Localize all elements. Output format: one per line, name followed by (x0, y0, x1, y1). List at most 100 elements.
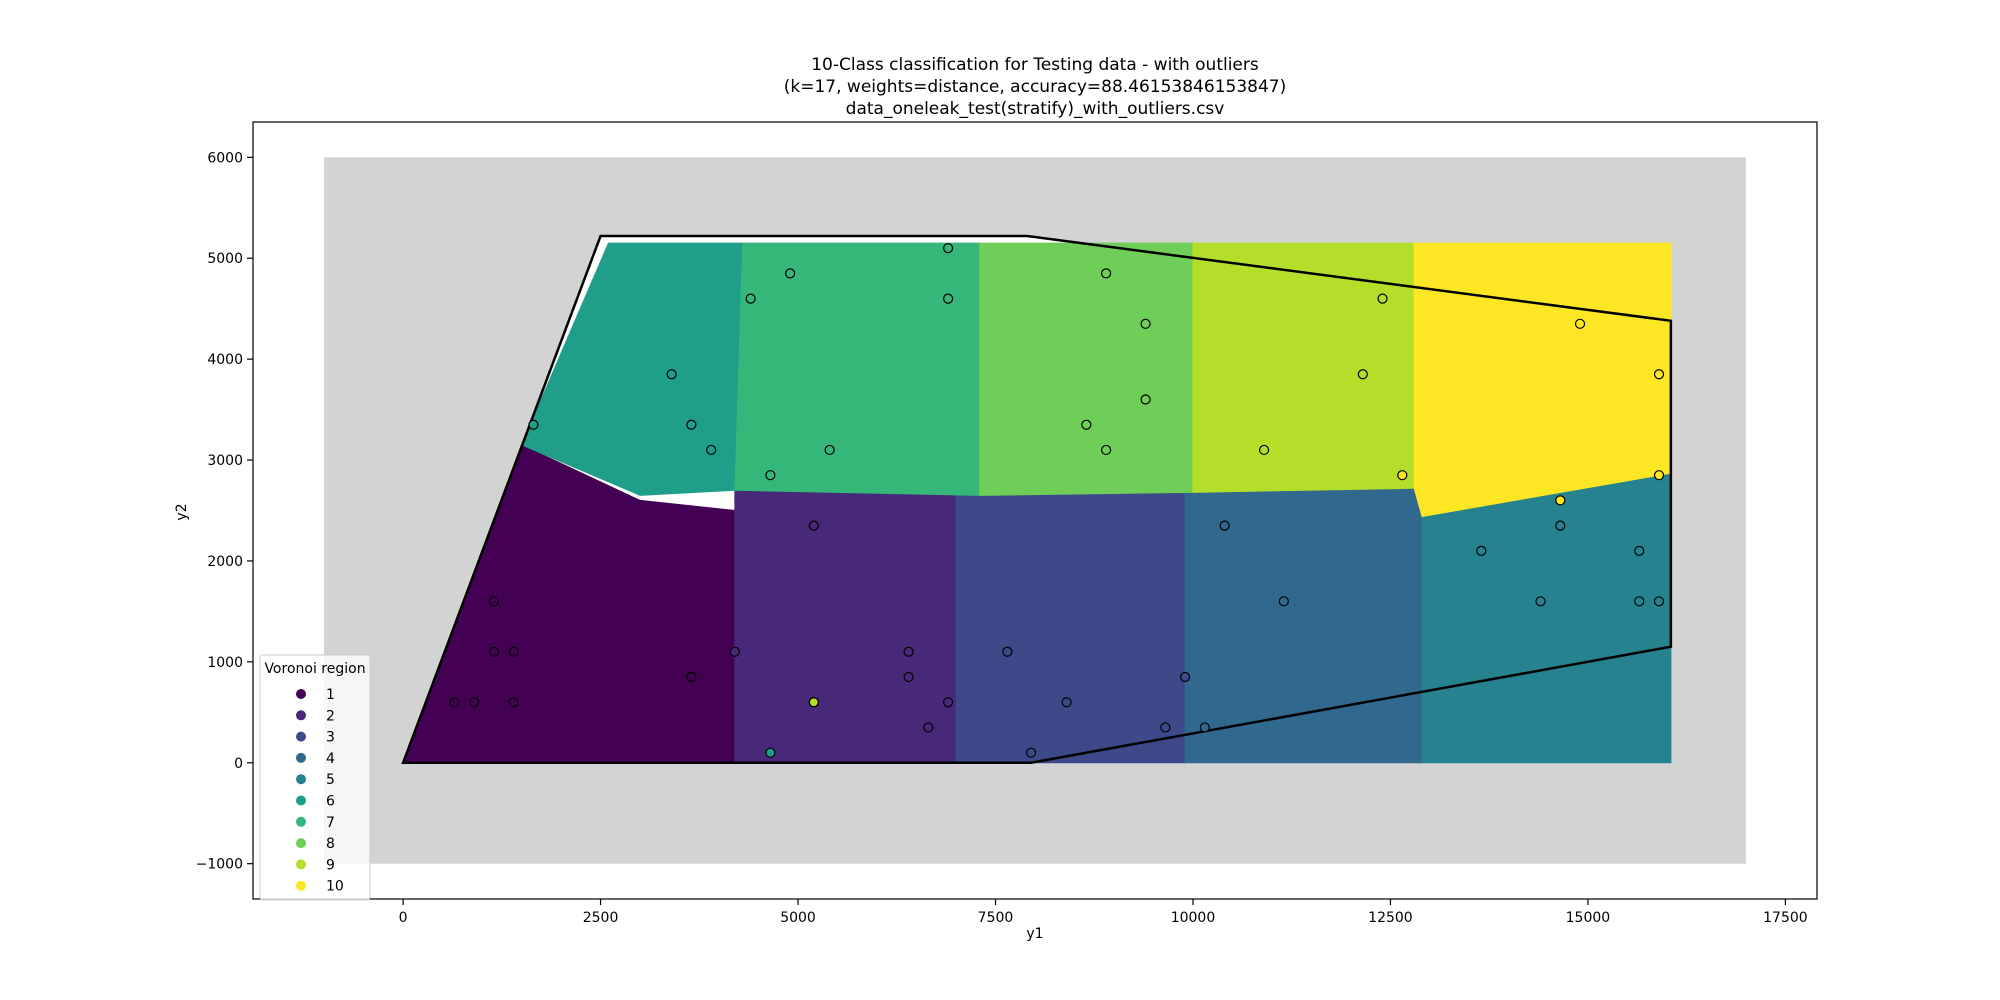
data-point-class-8-3 (1140, 318, 1151, 329)
legend-marker-9 (296, 859, 306, 870)
data-point-class-10-3 (1653, 470, 1665, 481)
data-point-class-6-3 (706, 444, 717, 456)
data-point-class-2-6 (923, 722, 934, 733)
legend-label-6: 6 (326, 794, 335, 810)
data-point-class-8-0 (1081, 419, 1092, 430)
legend-label-8: 8 (326, 836, 335, 852)
data-point-class-4-2 (1219, 520, 1230, 531)
legend-label-3: 3 (326, 730, 335, 746)
legend-marker-6 (296, 795, 306, 806)
legend-marker-3 (296, 731, 306, 742)
data-point-class-3-0 (1002, 646, 1013, 657)
data-point-class-9-3 (808, 697, 819, 708)
data-point-class-7-5 (943, 243, 954, 254)
data-point-class-4-1 (1278, 596, 1289, 607)
legend-marker-8 (296, 838, 306, 849)
x-tick-label-17500: 17500 (1763, 910, 1808, 926)
data-point-class-10-4 (1555, 495, 1566, 506)
x-tick-label-7500: 7500 (978, 910, 1014, 926)
chart-subtitle: (k=17, weights=distance, accuracy=88.461… (784, 77, 1286, 97)
y-tick-label-0: 0 (234, 756, 243, 772)
voronoi-region-9 (1192, 242, 1415, 493)
legend-marker-10 (296, 880, 306, 891)
data-point-class-6-2 (686, 419, 697, 430)
data-point-class-7-0 (745, 293, 756, 304)
voronoi-region-2 (734, 489, 957, 764)
data-point-class-5-0 (1476, 545, 1487, 556)
x-axis-label: y1 (1026, 926, 1043, 942)
data-point-class-8-1 (1100, 444, 1112, 456)
data-point-class-6-0 (528, 419, 539, 430)
y-tick-label-5000: 5000 (207, 251, 243, 267)
data-point-class-3-4 (1025, 747, 1037, 758)
data-point-class-1-6 (686, 671, 697, 683)
y-tick-label--1000: −1000 (196, 857, 243, 873)
legend-marker-2 (296, 710, 306, 721)
x-tick-label-2500: 2500 (583, 910, 619, 926)
data-point-class-5-2 (1555, 520, 1566, 531)
data-point-class-10-0 (1397, 470, 1408, 481)
data-point-class-9-0 (1258, 444, 1270, 456)
data-point-class-6-1 (666, 369, 677, 380)
voronoi-region-8 (979, 242, 1194, 496)
boundary-outline (401, 234, 1673, 765)
data-point-class-1-0 (449, 697, 460, 708)
data-point-class-7-3 (824, 444, 835, 456)
y-tick-label-3000: 3000 (207, 453, 243, 469)
data-point-class-10-1 (1574, 318, 1586, 329)
data-point-class-6-4 (765, 747, 776, 758)
x-tick-label-15000: 15000 (1566, 910, 1611, 926)
data-point-class-2-0 (729, 646, 740, 657)
legend-marker-4 (296, 752, 306, 763)
y-tick-label-2000: 2000 (207, 554, 243, 570)
x-tick-label-10000: 10000 (1171, 910, 1216, 926)
data-point-class-2-3 (903, 646, 914, 657)
data-point-class-1-5 (488, 596, 500, 607)
legend-label-5: 5 (326, 772, 335, 788)
data-point-class-7-2 (765, 470, 776, 481)
y-tick-label-6000: 6000 (207, 150, 243, 166)
data-point-class-1-2 (508, 697, 519, 708)
legend-marker-1 (296, 689, 306, 699)
data-point-class-1-3 (488, 646, 500, 657)
y-axis-label: y2 (174, 503, 190, 520)
data-point-class-2-4 (903, 671, 914, 683)
voronoi-region-4 (1184, 487, 1423, 764)
legend-label-7: 7 (326, 815, 335, 831)
data-point-class-9-1 (1357, 369, 1368, 380)
data-point-class-5-3 (1634, 596, 1645, 607)
legend-label-2: 2 (326, 708, 335, 724)
data-point-class-3-3 (1160, 722, 1171, 733)
y-tick-label-1000: 1000 (207, 655, 243, 671)
data-point-class-1-4 (508, 646, 519, 657)
data-point-class-9-2 (1377, 293, 1388, 304)
data-point-class-2-5 (943, 697, 954, 708)
x-tick-label-0: 0 (399, 910, 408, 926)
voronoi-region-10 (1413, 242, 1672, 518)
legend-title: Voronoi region (264, 661, 365, 677)
data-point-class-2-2 (808, 520, 819, 531)
x-tick-label-5000: 5000 (780, 910, 816, 926)
legend-label-1: 1 (326, 687, 335, 703)
legend: Voronoi region 1 2 3 4 5 6 7 8 9 10 (259, 654, 371, 901)
voronoi-region-5 (1421, 472, 1672, 764)
data-point-class-3-2 (1179, 671, 1191, 683)
data-point-class-10-2 (1653, 369, 1665, 380)
y-tick-label-4000: 4000 (207, 352, 243, 368)
data-point-class-5-5 (1653, 596, 1665, 607)
legend-marker-5 (296, 774, 306, 785)
data-point-class-5-1 (1535, 596, 1546, 607)
data-point-class-8-2 (1100, 268, 1112, 279)
data-point-class-4-0 (1199, 722, 1210, 733)
data-point-class-3-1 (1061, 697, 1072, 708)
voronoi-region-7 (734, 242, 981, 496)
legend-box (259, 654, 371, 901)
plot-frame (252, 121, 1818, 900)
data-point-class-7-1 (785, 268, 796, 279)
data-point-class-8-4 (1140, 394, 1151, 405)
legend-marker-7 (296, 816, 306, 827)
chart-caption: data_oneleak_test(stratify)_with_outlier… (846, 99, 1225, 119)
voronoi-region-3 (955, 489, 1194, 764)
axes: 0 2500 5000 7500 10000 12500 15000 17500−100001… (196, 121, 1818, 926)
